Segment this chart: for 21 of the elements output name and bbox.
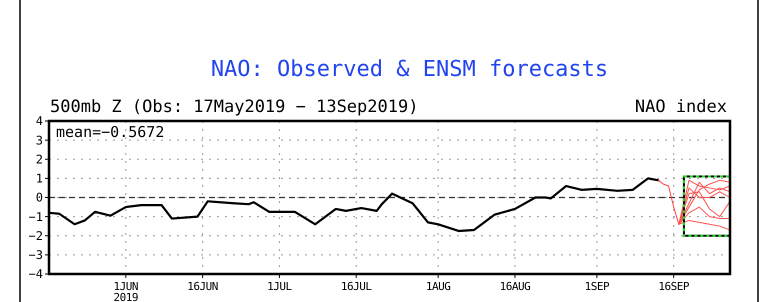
x-tick-label: 16JUN xyxy=(187,280,218,293)
y-tick-label: 2 xyxy=(36,152,43,166)
x-tick-label: 1SEP xyxy=(584,280,610,293)
y-tick-label: 0 xyxy=(36,190,43,205)
chart-title: NAO: Observed & ENSM forecasts xyxy=(210,57,608,82)
x-tick-label: 1AUG xyxy=(426,280,450,293)
x-tick-label: 1JUN 2019 xyxy=(114,280,138,302)
x-tick-label: 16JUL xyxy=(340,280,372,293)
x-tick-label: 1JUL xyxy=(267,280,293,293)
y-axis-title: NAO index xyxy=(634,97,727,117)
y-tick-label: −4 xyxy=(28,267,43,282)
y-tick-label: −2 xyxy=(28,228,43,243)
y-tick-label: −1 xyxy=(28,210,43,224)
y-tick-label: 1 xyxy=(36,172,43,186)
chart-subtitle: 500mb Z (Obs: 17May2019 − 13Sep2019) xyxy=(50,97,418,117)
x-tick-label: 16AUG xyxy=(500,280,530,293)
y-tick-label: 4 xyxy=(36,114,43,128)
y-tick-label: −3 xyxy=(28,248,43,262)
y-tick-label: 3 xyxy=(36,133,43,148)
x-tick-label: 16SEP xyxy=(658,280,690,293)
annotation: mean=−0.5672 xyxy=(56,123,164,141)
